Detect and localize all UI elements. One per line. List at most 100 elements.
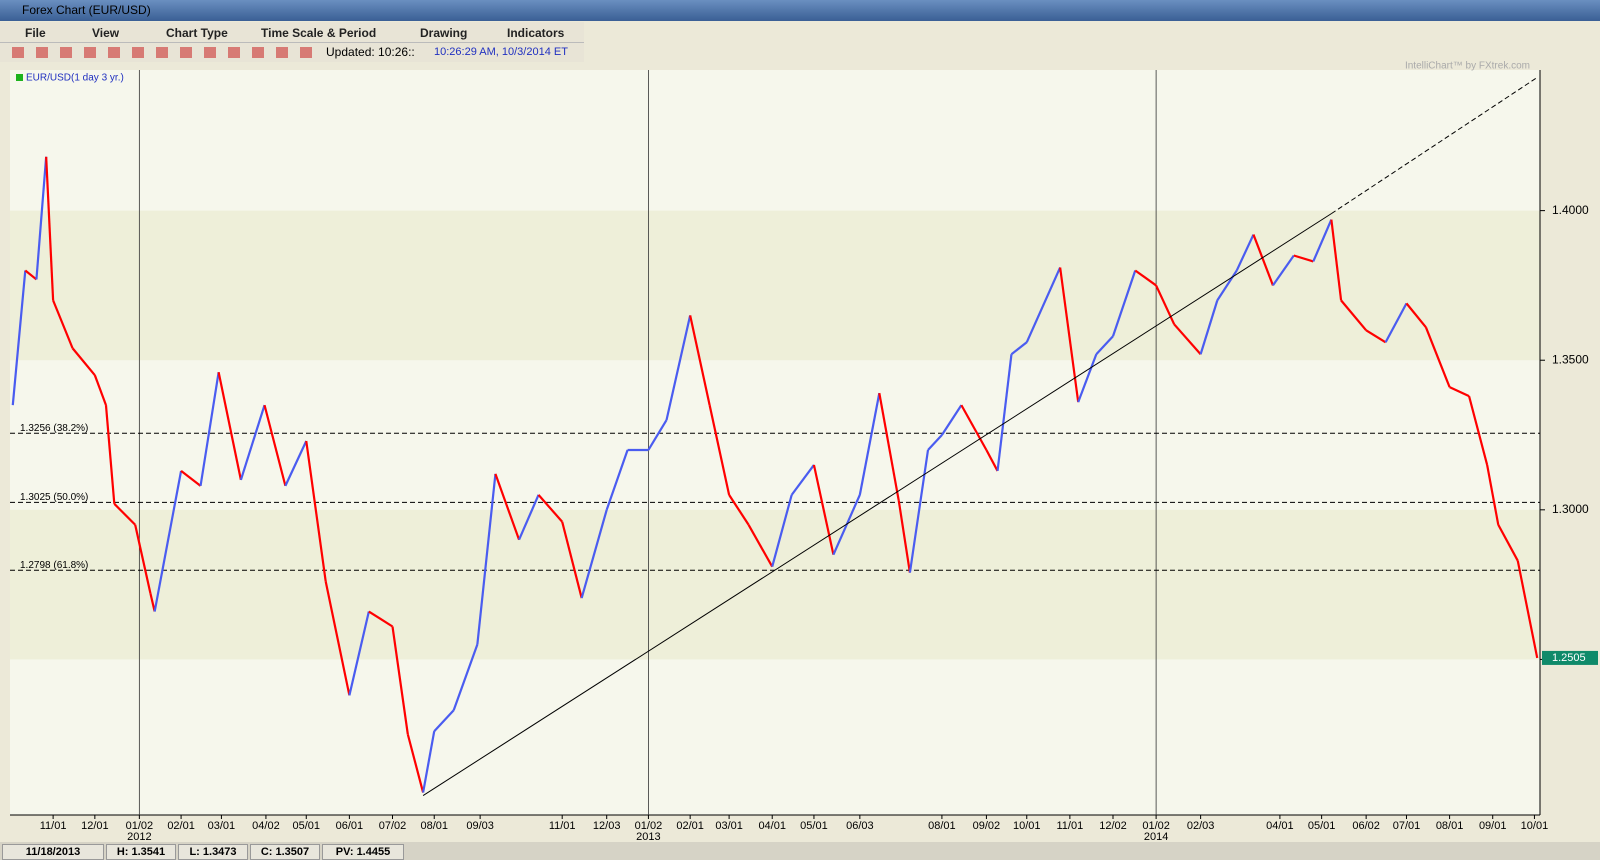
x-tick-label: 04/01 [1266, 820, 1294, 832]
price-segment [1010, 341, 1028, 356]
legend-swatch [16, 74, 23, 81]
price-segment [1252, 234, 1274, 286]
price-segment [1111, 270, 1137, 337]
status-bar: 11/18/2013 H: 1.3541 L: 1.3473 C: 1.3507… [0, 842, 1600, 860]
price-segment [324, 581, 351, 696]
menu-item[interactable]: Drawing [420, 26, 468, 40]
price-segment [391, 626, 409, 735]
x-tick-label: 05/01 [1308, 820, 1336, 832]
timestamp: 10:26:29 AM, 10/3/2014 ET [434, 46, 568, 58]
menu-item[interactable]: Chart Type [166, 26, 228, 40]
price-segment [1467, 395, 1489, 466]
price-segment [1216, 269, 1238, 301]
price-segment [1312, 219, 1333, 262]
x-tick-label: 08/01 [1436, 820, 1464, 832]
trendline-extension [1331, 77, 1538, 215]
price-segment [689, 315, 711, 406]
x-tick-label: 09/03 [466, 820, 494, 832]
price-segment [1424, 326, 1451, 388]
x-tick-label: 10/01 [1521, 820, 1549, 832]
year-label: 2013 [636, 831, 660, 842]
price-segment [180, 470, 202, 487]
x-tick-label: 02/01 [167, 820, 195, 832]
price-segment [433, 709, 455, 732]
x-tick-label: 09/02 [973, 820, 1001, 832]
price-segment [71, 347, 96, 376]
price-segment [790, 464, 815, 496]
y-tick-label: 1.4000 [1552, 203, 1589, 217]
price-segment [1173, 323, 1202, 355]
price-segment [1340, 299, 1367, 332]
x-tick-label: 10/01 [1013, 820, 1041, 832]
price-band [10, 509, 1540, 660]
price-segment [1235, 234, 1255, 271]
price-segment [728, 494, 750, 526]
x-tick-label: 06/01 [336, 820, 364, 832]
x-tick-label: 01/02 [635, 820, 663, 832]
menu-item[interactable]: Indicators [507, 26, 565, 40]
price-segment [1199, 300, 1219, 355]
x-tick-label: 01/02 [126, 820, 154, 832]
price-segment [217, 371, 242, 481]
price-segment [1025, 267, 1062, 343]
price-segment [24, 269, 38, 281]
price-segment [996, 354, 1013, 472]
last-price-label: 1.2505 [1552, 652, 1586, 664]
x-tick-label: 08/01 [420, 820, 448, 832]
status-pv: PV: 1.4455 [322, 844, 404, 860]
price-segment [452, 644, 479, 711]
menu-item[interactable]: Time Scale & Period [261, 26, 377, 40]
menu-item[interactable]: View [92, 26, 120, 40]
price-segment [747, 524, 774, 568]
price-segment [1486, 464, 1500, 525]
x-tick-label: 05/01 [800, 820, 828, 832]
x-tick-label: 06/02 [1352, 820, 1380, 832]
fib-label: 1.2798 (61.8%) [20, 560, 88, 571]
price-segment [985, 449, 999, 472]
price-segment [960, 404, 988, 451]
y-tick-label: 1.3000 [1552, 502, 1589, 516]
price-segment [1155, 284, 1176, 325]
price-segment [812, 464, 835, 555]
price-segment [348, 611, 370, 696]
tool-icons[interactable] [12, 47, 312, 58]
price-segment [1405, 302, 1427, 329]
y-tick-label: 1.3500 [1552, 352, 1589, 366]
price-segment [1134, 269, 1157, 287]
price-segment [476, 473, 497, 645]
x-tick-label: 06/03 [846, 820, 874, 832]
plot-area [10, 70, 1540, 815]
price-segment [104, 405, 116, 504]
fib-label: 1.3256 (38.2%) [20, 423, 88, 434]
x-tick-label: 12/03 [593, 820, 621, 832]
trendline [422, 213, 1332, 796]
x-tick-label: 05/01 [292, 820, 320, 832]
window-title: Forex Chart (EUR/USD) [22, 3, 151, 17]
price-segment [708, 404, 731, 496]
x-tick-label: 07/01 [1393, 820, 1421, 832]
price-segment [647, 419, 668, 451]
price-segment [561, 521, 583, 599]
status-date: 11/18/2013 [2, 844, 104, 860]
x-tick-label: 04/02 [252, 820, 280, 832]
price-segment [93, 374, 108, 406]
legend-label: EUR/USD(1 day 3 yr.) [26, 73, 124, 84]
menu-item[interactable]: File [25, 26, 46, 40]
price-segment [11, 270, 27, 406]
fib-label: 1.3025 (50.0%) [20, 492, 88, 503]
price-segment [1497, 524, 1519, 562]
price-segment [897, 500, 912, 573]
price-segment [1293, 254, 1314, 263]
year-label: 2012 [127, 831, 151, 842]
x-tick-label: 08/01 [928, 820, 956, 832]
status-low: L: 1.3473 [178, 844, 248, 860]
x-tick-label: 07/02 [379, 820, 407, 832]
price-segment [1330, 219, 1343, 301]
price-segment [1516, 560, 1539, 659]
status-close: C: 1.3507 [250, 844, 320, 860]
last-price-tag [1542, 650, 1598, 665]
status-high: H: 1.3541 [106, 844, 176, 860]
price-segment [406, 733, 425, 793]
x-tick-label: 03/01 [208, 820, 236, 832]
